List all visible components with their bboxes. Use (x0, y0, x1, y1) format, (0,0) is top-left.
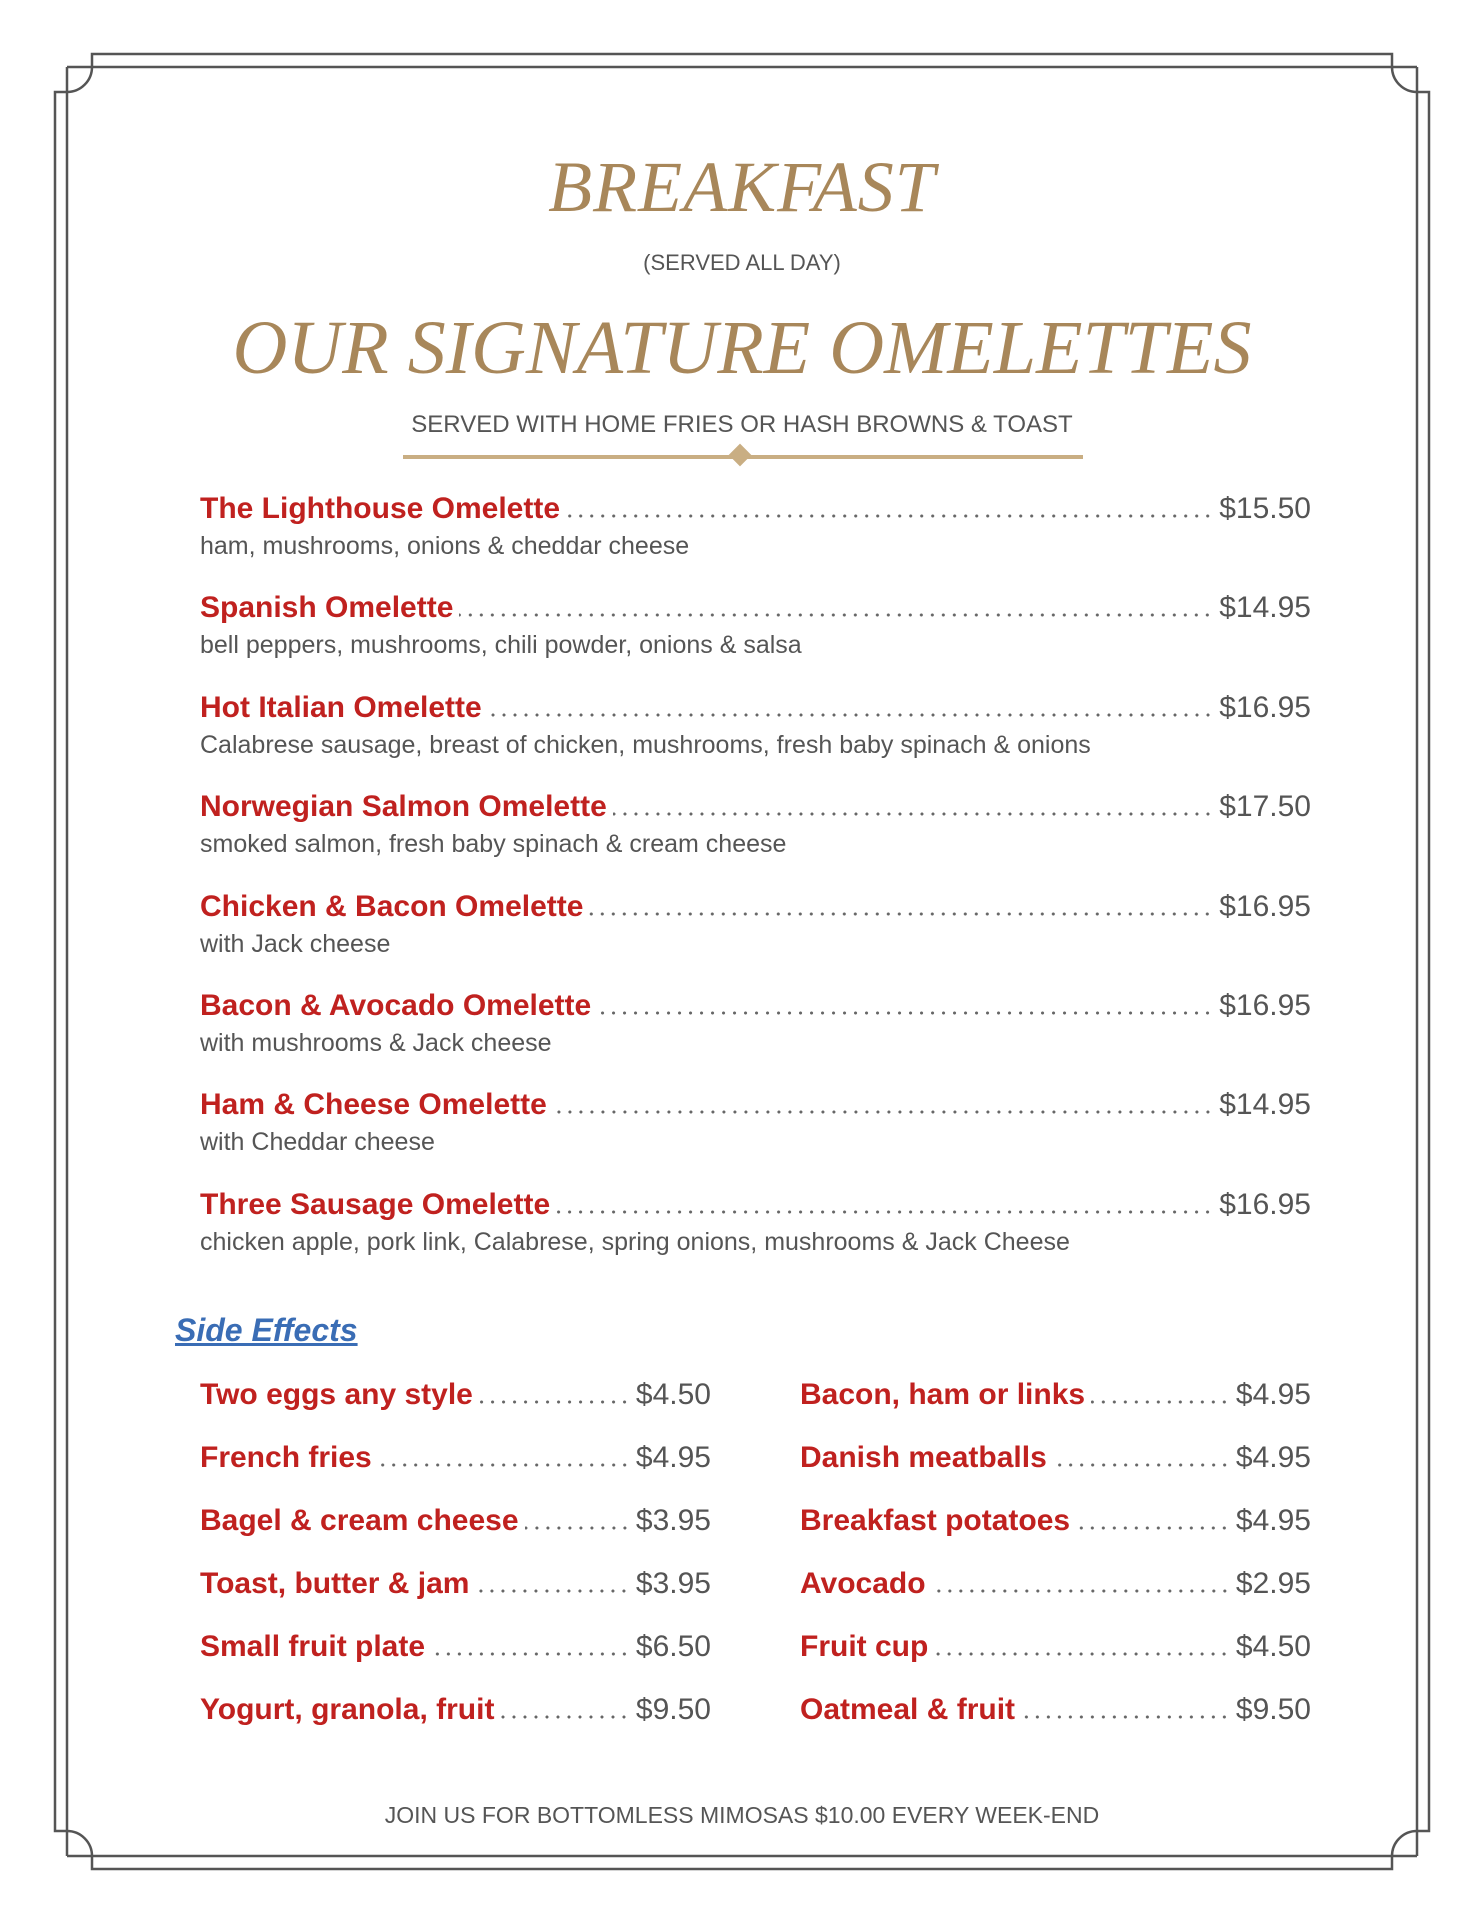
side-price: $9.50 (635, 1693, 711, 1726)
side-item: Small fruit plate $6.50 (200, 1630, 711, 1664)
side-price: $2.95 (1235, 1567, 1311, 1600)
dot-leader (589, 911, 1214, 916)
side-item: Yogurt, granola, fruit $9.50 (200, 1693, 711, 1727)
item-name: Ham & Cheese Omelette (200, 1088, 547, 1122)
side-name: Avocado (800, 1567, 926, 1600)
side-item: French fries $4.95 (200, 1441, 711, 1475)
dot-leader (1091, 1400, 1230, 1404)
dot-leader (566, 514, 1214, 518)
dot-leader (431, 1652, 630, 1656)
item-description: chicken apple, pork link, Calabrese, spr… (200, 1227, 1070, 1256)
side-item: Fruit cup $4.50 (800, 1630, 1311, 1664)
side-name: Bacon, ham or links (800, 1378, 1086, 1411)
dot-leader (459, 613, 1214, 618)
side-name: Fruit cup (800, 1630, 929, 1663)
dot-leader (556, 1209, 1214, 1214)
item-price: $16.95 (1219, 989, 1311, 1022)
dot-leader (487, 712, 1214, 717)
dot-leader (931, 1589, 1230, 1593)
side-name: Yogurt, granola, fruit (200, 1693, 495, 1726)
item-name: The Lighthouse Omelette (200, 492, 561, 525)
item-price: $14.95 (1219, 591, 1311, 625)
side-name: Breakfast potatoes (800, 1504, 1071, 1537)
menu-item: Three Sausage Omelette $16.95 chicken appl… (200, 1188, 1311, 1257)
side-price: $4.95 (635, 1441, 711, 1474)
page-title: BREAKFAST (548, 147, 936, 227)
item-description: ham, mushrooms, onions & cheddar cheese (200, 532, 690, 560)
item-price: $17.50 (1219, 790, 1311, 824)
side-price: $3.95 (635, 1504, 711, 1537)
side-item: Toast, butter & jam $3.95 (200, 1567, 711, 1601)
side-effects-heading: Side Effects (175, 1312, 358, 1348)
side-item: Oatmeal & fruit $9.50 (800, 1693, 1311, 1727)
item-description: with Jack cheese (200, 929, 391, 958)
side-price: $3.95 (635, 1567, 711, 1600)
item-description: Calabrese sausage, breast of chicken, mu… (200, 730, 1091, 759)
item-name: Three Sausage Omelette (200, 1187, 551, 1221)
side-name: Oatmeal & fruit (800, 1693, 1016, 1726)
side-name: Danish meatballs (800, 1441, 1047, 1474)
menu-item: Bacon & Avocado Omelette $16.95 with mushr… (200, 989, 1311, 1058)
item-name: Bacon & Avocado Omelette (200, 989, 592, 1022)
dot-leader (478, 1400, 630, 1404)
item-name: Spanish Omelette (200, 591, 454, 625)
side-item: Two eggs any style $4.50 (200, 1378, 711, 1412)
item-name: Hot Italian Omelette (200, 690, 482, 724)
side-price: $4.95 (1235, 1504, 1311, 1537)
dot-leader (1076, 1526, 1230, 1530)
dot-leader (552, 1110, 1214, 1115)
item-description: with mushrooms & Jack cheese (200, 1029, 552, 1057)
side-price: $9.50 (1235, 1693, 1311, 1726)
section-title: OUR SIGNATURE OMELETTES (232, 306, 1252, 390)
item-price: $16.95 (1219, 690, 1311, 724)
side-price: $6.50 (635, 1630, 711, 1663)
item-price: $16.95 (1219, 889, 1311, 923)
dot-leader (1052, 1463, 1230, 1467)
item-price: $15.50 (1219, 492, 1311, 525)
item-description: with Cheddar cheese (200, 1128, 435, 1157)
side-item: Danish meatballs $4.95 (800, 1441, 1311, 1475)
side-price: $4.95 (1235, 1441, 1311, 1474)
item-name: Norwegian Salmon Omelette (200, 790, 607, 824)
side-item: Bacon, ham or links $4.95 (800, 1378, 1311, 1412)
side-item: Avocado $2.95 (800, 1567, 1311, 1601)
footer-promo: JOIN US FOR BOTTOMLESS MIMOSAS $10.00 EV… (384, 1802, 1100, 1828)
side-price: $4.95 (1235, 1378, 1311, 1411)
menu-item: Chicken & Bacon Omelette $16.95 with Jack … (200, 890, 1311, 959)
item-description: smoked salmon, fresh baby spinach & crea… (200, 830, 787, 859)
menu-item: Ham & Cheese Omelette $14.95 with Cheddar … (200, 1088, 1311, 1157)
dot-leader (1021, 1715, 1230, 1719)
dot-leader (500, 1715, 630, 1719)
menu-item: Hot Italian Omelette $16.95 Calabrese saus… (200, 691, 1311, 760)
menu-item: The Lighthouse Omelette $15.50 ham, mushro… (200, 492, 1311, 561)
dot-leader (612, 812, 1214, 817)
item-price: $16.95 (1219, 1187, 1311, 1221)
dot-leader (475, 1589, 630, 1593)
item-description: bell peppers, mushrooms, chili powder, o… (200, 631, 802, 660)
side-item: Breakfast potatoes $4.95 (800, 1504, 1311, 1538)
dot-leader (377, 1463, 630, 1467)
item-name: Chicken & Bacon Omelette (200, 889, 584, 923)
side-name: French fries (200, 1441, 372, 1474)
dot-leader (597, 1011, 1214, 1015)
side-name: Two eggs any style (200, 1378, 473, 1411)
side-name: Small fruit plate (200, 1630, 426, 1663)
dot-leader (934, 1652, 1230, 1656)
menu-item: Spanish Omelette $14.95 bell peppers, mush… (200, 591, 1311, 660)
side-price: $4.50 (635, 1378, 711, 1411)
page-subtitle: (SERVED ALL DAY) (643, 250, 841, 275)
menu-item: Norwegian Salmon Omelette $17.50 smoked sa… (200, 790, 1311, 859)
side-item: Bagel & cream cheese $3.95 (200, 1504, 711, 1538)
dot-leader (524, 1526, 630, 1530)
side-name: Bagel & cream cheese (200, 1504, 519, 1537)
section-subtitle: SERVED WITH HOME FRIES OR HASH BROWNS & … (411, 411, 1073, 438)
side-name: Toast, butter & jam (200, 1567, 470, 1600)
side-price: $4.50 (1235, 1630, 1311, 1663)
item-price: $14.95 (1219, 1088, 1311, 1122)
